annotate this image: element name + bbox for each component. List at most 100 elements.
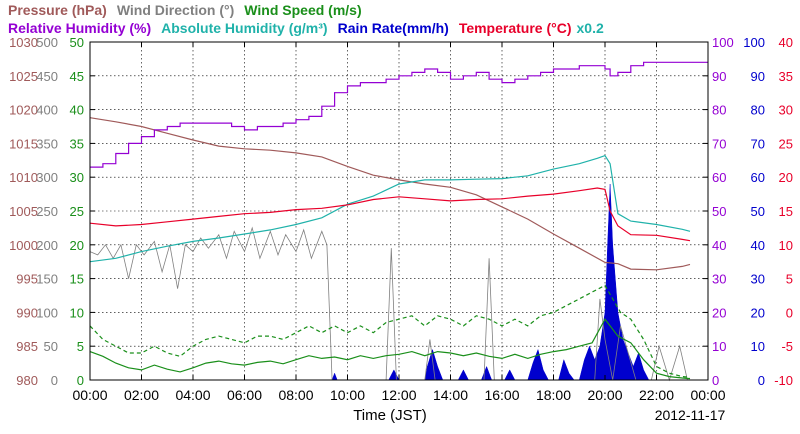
- series-layer: [89, 61, 708, 382]
- x-tick-label: 16:00: [484, 387, 519, 403]
- tick-pressure: 1020: [9, 103, 38, 118]
- tick-rain: 0: [758, 373, 765, 388]
- tick-humidity: 90: [712, 69, 726, 84]
- tick-temp: -5: [781, 339, 793, 354]
- tick-temp: 10: [779, 238, 793, 253]
- x-tick-label: 18:00: [536, 387, 571, 403]
- tick-humidity: 40: [712, 238, 726, 253]
- tick-wind-speed: 20: [70, 238, 84, 253]
- tick-pressure: 1005: [9, 204, 38, 219]
- tick-humidity: 100: [712, 35, 734, 50]
- tick-wind-speed: 10: [70, 305, 84, 320]
- tick-wind-dir: 250: [36, 204, 58, 219]
- series-wind-direction: [89, 226, 688, 382]
- x-tick-label: 10:00: [330, 387, 365, 403]
- tick-wind-speed: 35: [70, 136, 84, 151]
- tick-wind-dir: 450: [36, 69, 58, 84]
- title-wind_dir: Wind Direction (°): [117, 2, 234, 18]
- tick-rain: 20: [751, 305, 765, 320]
- tick-wind-speed: 5: [77, 339, 84, 354]
- tick-rain: 70: [751, 136, 765, 151]
- tick-pressure: 1010: [9, 170, 38, 185]
- tick-temp: 35: [779, 69, 793, 84]
- x-tick-label: 12:00: [381, 387, 416, 403]
- tick-rain: 90: [751, 69, 765, 84]
- title-humidity: Relative Humidity (%): [8, 20, 151, 36]
- tick-humidity: 80: [712, 103, 726, 118]
- tick-pressure: 1000: [9, 238, 38, 253]
- tick-rain: 30: [751, 272, 765, 287]
- series-rain-rate-mm-h: [90, 183, 708, 381]
- tick-wind-speed: 25: [70, 204, 84, 219]
- tick-temp: 40: [779, 35, 793, 50]
- title-temp: Temperature (°C): [459, 20, 572, 36]
- tick-wind-speed: 50: [70, 35, 84, 50]
- series-temperature-c: [89, 187, 691, 242]
- x-tick-label: 06:00: [227, 387, 262, 403]
- x-tick-label: 04:00: [175, 387, 210, 403]
- tick-rain: 100: [743, 35, 765, 50]
- tick-rain: 40: [751, 238, 765, 253]
- tick-pressure: 990: [16, 305, 38, 320]
- tick-humidity: 70: [712, 136, 726, 151]
- tick-humidity: 50: [712, 204, 726, 219]
- tick-pressure: 980: [16, 373, 38, 388]
- tick-temp: 0: [786, 305, 793, 320]
- title-pressure: Pressure (hPa): [8, 2, 107, 18]
- x-tick-label: 20:00: [587, 387, 622, 403]
- title-wind_speed: Wind Speed (m/s): [244, 2, 361, 18]
- tick-rain: 60: [751, 170, 765, 185]
- x-tick-label: 08:00: [278, 387, 313, 403]
- series-pressure-hpa: [89, 117, 691, 271]
- tick-temp: 5: [786, 272, 793, 287]
- tick-wind-dir: 400: [36, 103, 58, 118]
- tick-humidity: 20: [712, 305, 726, 320]
- tick-rain: 80: [751, 103, 765, 118]
- tick-wind-dir: 100: [36, 305, 58, 320]
- tick-pressure: 1025: [9, 69, 38, 84]
- x-tick-label: 02:00: [124, 387, 159, 403]
- title-row-humidity-rain-temp: Relative Humidity (%) Absolute Humidity (…: [8, 20, 604, 36]
- tick-wind-dir: 50: [44, 339, 58, 354]
- series-relative-humidity: [90, 61, 708, 168]
- series-absolute-humidity-g-m: [89, 154, 691, 263]
- title-rain: Rain Rate(mm/h): [338, 20, 449, 36]
- tick-pressure: 985: [16, 339, 38, 354]
- tick-wind-speed: 40: [70, 103, 84, 118]
- x-tick-label: 22:00: [639, 387, 674, 403]
- tick-wind-speed: 15: [70, 272, 84, 287]
- tick-wind-dir: 500: [36, 35, 58, 50]
- tick-wind-dir: 200: [36, 238, 58, 253]
- title-abs_humidity: Absolute Humidity (g/m³): [161, 20, 327, 36]
- x-tick-label: 00:00: [72, 387, 107, 403]
- x-axis: 00:00 02:00 04:00 06:00 08:00 10:00 12:00 14:00…: [72, 42, 726, 403]
- x-tick-label: 14:00: [433, 387, 468, 403]
- tick-pressure: 1015: [9, 136, 38, 151]
- chart-date: 2012-11-17: [655, 407, 726, 423]
- tick-humidity: 10: [712, 339, 726, 354]
- right-axes: 0 10 20 30 40 50 60 70 80 90 100 0 10 20 30 40 50 60 70 80 9…: [712, 35, 793, 388]
- tick-pressure: 1030: [9, 35, 38, 50]
- tick-wind-speed: 45: [70, 69, 84, 84]
- title-row-pressure-wind: Pressure (hPa) Wind Direction (°) Wind Spe…: [8, 2, 362, 18]
- tick-temp: 20: [779, 170, 793, 185]
- tick-wind-dir: 350: [36, 136, 58, 151]
- left-axes: 9809859909951000100510101015102010251030…: [9, 35, 708, 388]
- series-wind-speed-m-s: [89, 318, 691, 380]
- tick-rain: 50: [751, 204, 765, 219]
- tick-temp: 30: [779, 103, 793, 118]
- svg-text:Relative Humidity (%)Absolute: Relative Humidity (%) Absolute Humidity (…: [8, 20, 604, 36]
- tick-wind-dir: 150: [36, 272, 58, 287]
- x-axis-label: Time (JST): [353, 407, 427, 424]
- tick-pressure: 995: [16, 272, 38, 287]
- tick-wind-dir: 300: [36, 170, 58, 185]
- svg-text:Pressure (hPa)Wind Direction (: Pressure (hPa) Wind Direction (°) Wind Spe…: [8, 2, 362, 18]
- tick-wind-speed: 0: [77, 373, 84, 388]
- title-scale: x0.2: [577, 20, 604, 36]
- series-wind-speed-gust-m-s: [89, 284, 691, 378]
- tick-humidity: 30: [712, 272, 726, 287]
- tick-humidity: 60: [712, 170, 726, 185]
- tick-rain: 10: [751, 339, 765, 354]
- tick-wind-dir: 0: [51, 373, 58, 388]
